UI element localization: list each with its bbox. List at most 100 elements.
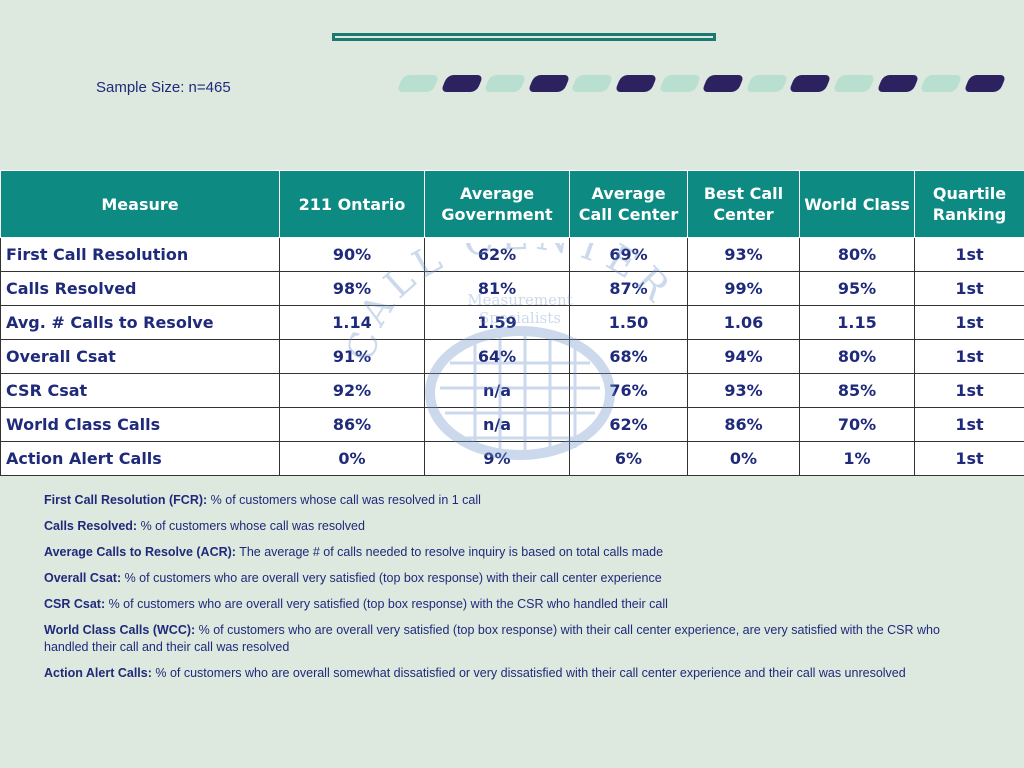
results-table-container: Measure 211 Ontario Average Government Aver… (0, 170, 1024, 476)
definition-text: % of customers whose call was resolved (137, 519, 365, 533)
column-header: Average Call Center (569, 170, 688, 238)
definition-term: Overall Csat: (44, 571, 122, 585)
decorative-pill-dark (527, 75, 571, 92)
value-cell: 94% (687, 339, 800, 374)
definition-item: First Call Resolution (FCR): % of custom… (44, 492, 984, 509)
definition-item: Action Alert Calls: % of customers who a… (44, 665, 984, 682)
value-cell: 76% (569, 373, 688, 408)
decorative-pill-dark (701, 75, 745, 92)
value-cell: 1.14 (279, 305, 425, 340)
column-header: 211 Ontario (279, 170, 425, 238)
definition-item: CSR Csat: % of customers who are overall… (44, 596, 984, 613)
value-cell: 91% (279, 339, 425, 374)
value-cell: 62% (424, 237, 570, 272)
definition-term: World Class Calls (WCC): (44, 623, 196, 637)
definition-item: Overall Csat: % of customers who are ove… (44, 570, 984, 587)
value-cell: n/a (424, 407, 570, 442)
table-row: Avg. # Calls to Resolve 1.14 1.59 1.50 1.06 1… (0, 305, 1024, 340)
definition-term: CSR Csat: (44, 597, 106, 611)
value-cell: 68% (569, 339, 688, 374)
definition-text: % of customers who are overall very sati… (44, 623, 940, 654)
value-cell: 1.06 (687, 305, 800, 340)
definition-text: % of customers who are overall very sati… (105, 597, 668, 611)
value-cell: 9% (424, 441, 570, 476)
value-cell: 64% (424, 339, 570, 374)
definition-term: Average Calls to Resolve (ACR): (44, 545, 236, 559)
column-header: World Class (799, 170, 915, 238)
decorative-pill-dark (788, 75, 832, 92)
decorative-pill-dark (614, 75, 658, 92)
decorative-pill-light (483, 75, 527, 92)
definitions-list: First Call Resolution (FCR): % of custom… (44, 492, 984, 691)
column-header: Measure (0, 170, 280, 238)
sample-size-label: Sample Size: n=465 (96, 79, 231, 96)
measure-cell: Overall Csat (0, 339, 280, 374)
table-row: Action Alert Calls 0% 9% 6% 0% 1% 1st (0, 441, 1024, 476)
value-cell: 1% (799, 441, 915, 476)
value-cell: 1st (914, 305, 1024, 340)
measure-cell: First Call Resolution (0, 237, 280, 272)
definition-text: % of customers who are overall somewhat … (151, 666, 906, 680)
results-table: Measure 211 Ontario Average Government Aver… (0, 170, 1024, 476)
value-cell: 69% (569, 237, 688, 272)
decorative-title-bar (332, 33, 716, 41)
value-cell: 6% (569, 441, 688, 476)
definition-term: Action Alert Calls: (44, 666, 152, 680)
table-row: Overall Csat 91% 64% 68% 94% 80% 1st (0, 339, 1024, 374)
measure-cell: Avg. # Calls to Resolve (0, 305, 280, 340)
column-header: Quartile Ranking (914, 170, 1024, 238)
measure-cell: CSR Csat (0, 373, 280, 408)
table-header-row: Measure 211 Ontario Average Government Aver… (0, 170, 1024, 238)
value-cell: 80% (799, 237, 915, 272)
value-cell: 62% (569, 407, 688, 442)
decorative-pill-dark (440, 75, 484, 92)
value-cell: 95% (799, 271, 915, 306)
definition-item: World Class Calls (WCC): % of customers … (44, 622, 984, 656)
decorative-pill-light (745, 75, 789, 92)
definition-term: Calls Resolved: (44, 519, 138, 533)
definition-term: First Call Resolution (FCR): (44, 493, 208, 507)
column-header: Best Call Center (687, 170, 800, 238)
value-cell: 81% (424, 271, 570, 306)
decorative-pill-dark (963, 75, 1007, 92)
value-cell: 1st (914, 237, 1024, 272)
table-row: First Call Resolution 90% 62% 69% 93% 80% 1st (0, 237, 1024, 272)
decorative-pill-light (919, 75, 963, 92)
decorative-pill-light (658, 75, 702, 92)
value-cell: 93% (687, 373, 800, 408)
value-cell: 86% (279, 407, 425, 442)
table-row: Calls Resolved 98% 81% 87% 99% 95% 1st (0, 271, 1024, 306)
value-cell: 1st (914, 271, 1024, 306)
decorative-pill-dark (876, 75, 920, 92)
value-cell: 0% (687, 441, 800, 476)
decorative-pill-light (570, 75, 614, 92)
table-row: World Class Calls 86% n/a 62% 86% 70% 1st (0, 407, 1024, 442)
value-cell: 85% (799, 373, 915, 408)
column-header: Average Government (424, 170, 570, 238)
value-cell: 92% (279, 373, 425, 408)
value-cell: n/a (424, 373, 570, 408)
value-cell: 1st (914, 441, 1024, 476)
decorative-pill-light (832, 75, 876, 92)
table-row: CSR Csat 92% n/a 76% 93% 85% 1st (0, 373, 1024, 408)
value-cell: 87% (569, 271, 688, 306)
measure-cell: Calls Resolved (0, 271, 280, 306)
value-cell: 1st (914, 407, 1024, 442)
value-cell: 70% (799, 407, 915, 442)
value-cell: 98% (279, 271, 425, 306)
definition-item: Average Calls to Resolve (ACR): The aver… (44, 544, 984, 561)
value-cell: 86% (687, 407, 800, 442)
value-cell: 1.59 (424, 305, 570, 340)
definition-text: % of customers who are overall very sati… (121, 571, 662, 585)
value-cell: 99% (687, 271, 800, 306)
definition-text: % of customers whose call was resolved i… (207, 493, 481, 507)
value-cell: 90% (279, 237, 425, 272)
decorative-pill-light (396, 75, 440, 92)
value-cell: 0% (279, 441, 425, 476)
definition-item: Calls Resolved: % of customers whose cal… (44, 518, 984, 535)
decorative-pill-strip (396, 75, 1008, 93)
value-cell: 1.50 (569, 305, 688, 340)
value-cell: 1st (914, 373, 1024, 408)
definition-text: The average # of calls needed to resolve… (235, 545, 664, 559)
value-cell: 1st (914, 339, 1024, 374)
